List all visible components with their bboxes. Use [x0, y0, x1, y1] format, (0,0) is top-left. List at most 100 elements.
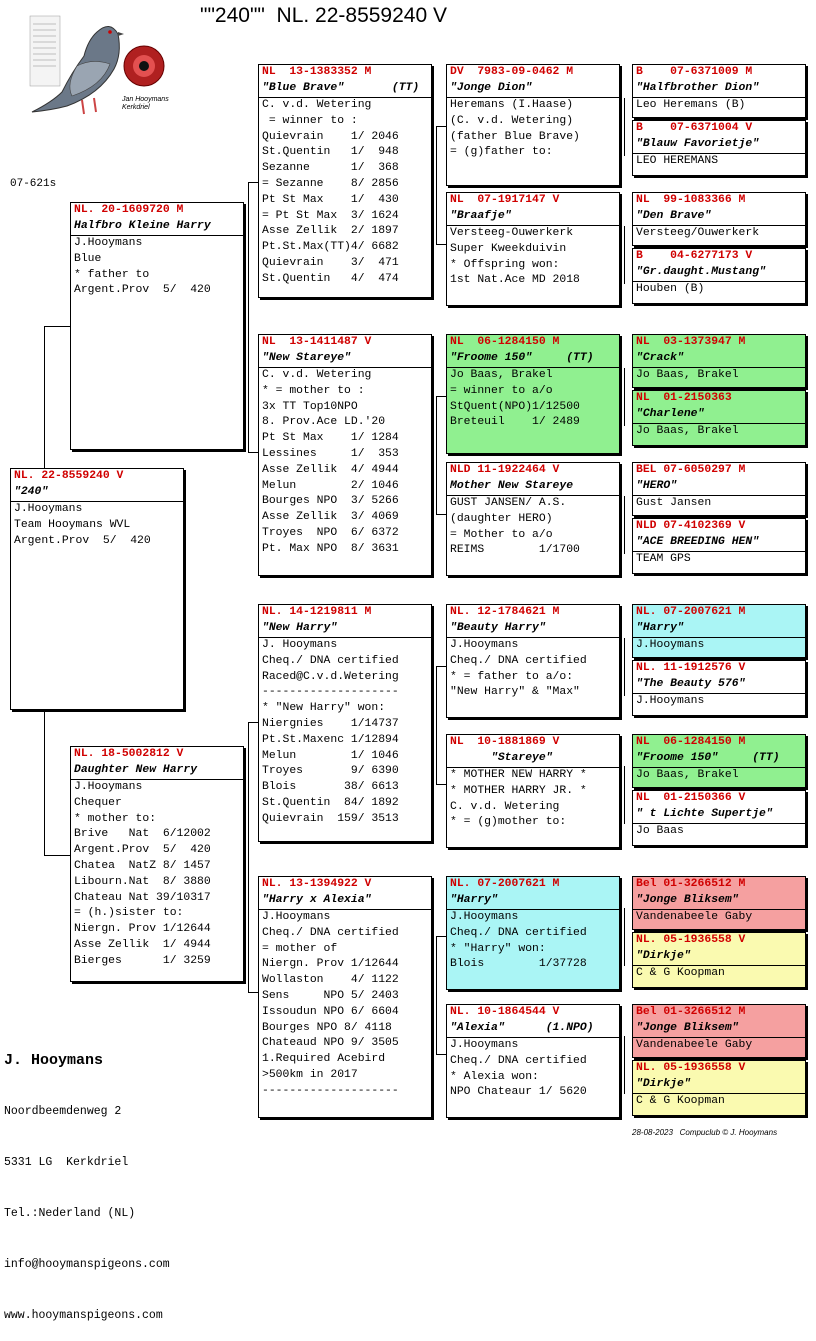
pigeon-name: "ACE BREEDING HEN" [633, 535, 805, 552]
pigeon-name: "Braafje" [447, 209, 619, 226]
connector [248, 992, 258, 993]
pedigree-line: 8. Prov.Ace LD.'20 [262, 416, 386, 429]
pedigree-line: Pt. Max NPO 8/ 3631 [262, 542, 399, 555]
pedigree-line: J.Hooymans [450, 1039, 519, 1051]
connector [436, 666, 446, 667]
pedigree-card-sire: NL. 20-1609720 M Halfbro Kleine Harry J.Ho… [70, 202, 244, 450]
owner-email[interactable]: info@hooymanspigeons.com [4, 1258, 170, 1271]
owner-line: Noordbeemdenweg 2 [4, 1105, 122, 1118]
pigeon-name: Halfbro Kleine Harry [71, 219, 243, 236]
connector [436, 126, 437, 244]
ring-number: NL 06-1284150 M [636, 736, 746, 748]
pedigree-line: J.Hooymans [636, 639, 705, 651]
pedigree-line: Asse Zellik 4/ 4944 [262, 463, 399, 476]
pedigree-line: "New Harry" & "Max" [450, 686, 580, 699]
pedigree-line: Pt.St.Maxenc 1/12894 [262, 733, 399, 746]
connector [44, 326, 70, 327]
pedigree-line: Argent.Prov 5/ 420 [14, 534, 151, 547]
pedigree-card-g5: NL 03-1373947 M "Crack" Jo Baas, Brakel [632, 334, 806, 388]
pedigree-line: Houben (B) [636, 283, 705, 295]
pedigree-line: St.Quentin 1/ 948 [262, 146, 399, 159]
pedigree-card-sds: NL 06-1284150 M "Froome 150" (TT) Jo Baas,… [446, 334, 620, 454]
pedigree-line: C. v.d. Wetering [450, 800, 560, 813]
pedigree-line: Quievrain 159/ 3513 [262, 812, 399, 825]
pedigree-line: * = (g)mother to: [450, 816, 567, 829]
pigeon-name: "Stareye" [447, 751, 619, 768]
pedigree-card-g12: NL 01-2150366 V " t Lichte Supertje" Jo Ba… [632, 790, 806, 846]
pedigree-line: Chateaud NPO 9/ 3505 [262, 1037, 399, 1050]
left-code: 07-621s [10, 178, 57, 190]
ring-number: Bel 01-3266512 M [636, 1006, 746, 1018]
connector [436, 936, 437, 1054]
owner-name: J. Hooymans [4, 1052, 104, 1069]
pedigree-card-g6: NL 01-2150363 "Charlene" Jo Baas, Brakel [632, 390, 806, 446]
pedigree-line: 1.Required Acebird [262, 1053, 386, 1066]
pigeon-name: " t Lichte Supertje" [633, 807, 805, 824]
pedigree-line: Quievrain 3/ 471 [262, 256, 399, 269]
pedigree-card-g1: B 07-6371009 M "Halfbrother Dion" Leo Here… [632, 64, 806, 118]
pedigree-card-g7: BEL 07-6050297 M "HERO" Gust Jansen [632, 462, 806, 516]
pedigree-line: * Offspring won: [450, 258, 560, 271]
pigeon-name: "Charlene" [633, 407, 805, 424]
owner-website[interactable]: www.hooymanspigeons.com [4, 1309, 163, 1322]
pedigree-line: Leo Heremans (B) [636, 99, 746, 111]
pedigree-card-g16: NL. 05-1936558 V "Dirkje" C & G Koopman [632, 1060, 806, 1116]
pedigree-line: J. Hooymans [262, 639, 338, 651]
pedigree-line: Sezanne 1/ 368 [262, 162, 399, 175]
pigeon-name: "Den Brave" [633, 209, 805, 226]
pedigree-line: J.Hooymans [74, 781, 143, 793]
pedigree-line: Cheq./ DNA certified [262, 926, 399, 939]
ring-number: B 04-6277173 V [636, 250, 753, 262]
pedigree-line: Super Kweekduivin [450, 242, 567, 255]
connector [436, 1054, 446, 1055]
pigeon-name: "HERO" [633, 479, 805, 496]
owner-line: Tel.:Nederland (NL) [4, 1207, 136, 1220]
connector [248, 722, 249, 992]
pedigree-line: Blue [74, 252, 102, 265]
pedigree-line: = Mother to a/o [450, 528, 553, 541]
pedigree-card-g3: NL 99-1083366 M "Den Brave" Versteeg/Ouwer… [632, 192, 806, 246]
connector [436, 396, 437, 514]
ring-number: NL 07-1917147 V [450, 194, 560, 206]
pedigree-line: Niergn. Prov 1/12644 [74, 923, 211, 936]
pedigree-line: StQuent(NPO)1/12500 [450, 400, 580, 413]
ring-number: NL 01-2150366 V [636, 792, 746, 804]
pedigree-line: Brive Nat 6/12002 [74, 828, 211, 841]
ring-number: NL. 20-1609720 M [74, 204, 184, 216]
pedigree-line: Bourges NPO 3/ 5266 [262, 495, 399, 508]
pedigree-line: * "Harry" won: [450, 942, 546, 955]
page-title: ""240"" NL. 22-8559240 V [200, 4, 447, 27]
pedigree-line: J.Hooymans [450, 639, 519, 651]
pedigree-line: 3x TT Top10NPO [262, 400, 358, 413]
pedigree-line: Cheq./ DNA certified [450, 926, 587, 939]
connector [436, 244, 446, 245]
pedigree-line: GUST JANSEN/ A.S. [450, 497, 567, 509]
pedigree-line: Pt.St.Max(TT)4/ 6682 [262, 241, 399, 254]
pedigree-card-sd: NL 13-1411487 V "New Stareye" C. v.d. Wete… [258, 334, 432, 576]
connector [624, 908, 625, 966]
ring-number: NL. 07-2007621 M [636, 606, 746, 618]
pedigree-card-dam: NL. 18-5002812 V Daughter New Harry J.Hooy… [70, 746, 244, 982]
pedigree-line: Lessines 1/ 353 [262, 447, 399, 460]
pedigree-line: = (h.)sister to: [74, 907, 184, 920]
pedigree-card-ss: NL 13-1383352 M "Blue Brave" (TT) C. v.d. … [258, 64, 432, 298]
ring-number: NL 01-2150363 [636, 392, 732, 404]
connector [624, 1036, 625, 1094]
pedigree-line: Wollaston 4/ 1122 [262, 974, 399, 987]
pedigree-line: -------------------- [262, 686, 399, 699]
ring-number: NL 06-1284150 M [450, 336, 560, 348]
pedigree-line: Issoudun NPO 6/ 6604 [262, 1005, 399, 1018]
pedigree-card-sss: DV 7983-09-0462 M "Jonge Dion" Heremans (I… [446, 64, 620, 186]
pigeon-name: Mother New Stareye [447, 479, 619, 496]
pigeon-name: "Froome 150" (TT) [633, 751, 805, 768]
connector [44, 326, 45, 468]
pedigree-line: * = mother to : [262, 384, 365, 397]
owner-line: 5331 LG Kerkdriel [4, 1156, 129, 1169]
pedigree-line: * mother to: [74, 812, 157, 825]
pedigree-line: C & G Koopman [636, 967, 725, 979]
pedigree-card-g11: NL 06-1284150 M "Froome 150" (TT) Jo Baas,… [632, 734, 806, 788]
connector [624, 226, 625, 284]
connector [436, 936, 446, 937]
connector [44, 711, 45, 855]
pedigree-line: Vandenabeele Gaby [636, 1039, 753, 1051]
